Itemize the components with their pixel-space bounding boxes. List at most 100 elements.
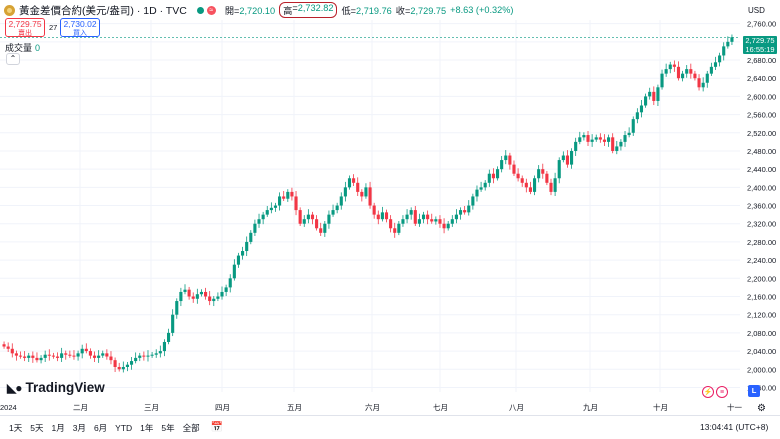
x-tick-label: 九月: [583, 403, 598, 412]
tradingview-logo[interactable]: ◣● TradingView: [7, 380, 105, 395]
candle-body: [55, 356, 60, 358]
symbol-legend: 黃金差價合約(美元/盎司) · 1D · TVC ≈ 開=2,720.10 高 =…: [4, 2, 517, 18]
candle-body: [537, 169, 541, 179]
x-tick-label: 三月: [144, 403, 159, 412]
sell-label: 賣出: [18, 30, 32, 37]
range-1m-button[interactable]: 1月: [51, 422, 65, 433]
candle-body: [693, 73, 697, 79]
y-tick-label: 2,320.00: [747, 220, 776, 229]
candle-body: [191, 296, 195, 299]
last-price-tag: 2,729.75 16:55:19: [743, 36, 777, 54]
candle-body: [162, 341, 166, 352]
candle-body: [212, 298, 216, 302]
volume-value: 0: [35, 43, 41, 53]
y-tick-label: 2,360.00: [747, 202, 776, 211]
range-3m-button[interactable]: 3月: [72, 422, 86, 433]
candle-body: [590, 139, 594, 142]
candle-body: [475, 189, 479, 197]
range-all-button[interactable]: 全部: [182, 422, 200, 433]
lightning-icon[interactable]: ⚡: [702, 386, 714, 398]
gear-icon[interactable]: ⚙: [757, 403, 766, 414]
candle-body: [635, 112, 639, 120]
candle-body: [368, 187, 372, 206]
candle-body: [6, 346, 10, 349]
range-ytd-button[interactable]: YTD: [115, 422, 133, 433]
candle-body: [430, 219, 434, 222]
tradingview-logo-text: TradingView: [25, 380, 105, 395]
candle-body: [417, 219, 421, 224]
y-tick-label: 2,760.00: [747, 20, 776, 29]
candle-body: [76, 353, 80, 357]
candle-body: [187, 289, 191, 297]
candle-body: [232, 264, 236, 279]
candle-body: [718, 55, 722, 63]
buy-button[interactable]: 2,730.02 買入: [60, 18, 100, 37]
candle-body: [520, 178, 524, 183]
candle-body: [578, 137, 582, 142]
candle-body: [594, 137, 598, 140]
candle-body: [722, 46, 726, 56]
ohlc-low: 低=2,719.76: [341, 6, 392, 16]
x-tick-label: 十月: [653, 402, 668, 412]
candle-body: [249, 232, 253, 242]
candle-body: [360, 191, 364, 197]
candle-body: [179, 291, 183, 302]
time-scale: 2024 二月 三月 四月 五月 六月 七月 八月 九月 十月 十一: [0, 402, 742, 412]
candle-body: [150, 354, 154, 356]
currency-label[interactable]: USD: [748, 6, 765, 15]
volume-legend[interactable]: 成交量 0: [5, 41, 40, 54]
candle-body: [97, 355, 101, 358]
log-scale-button[interactable]: L: [748, 385, 760, 397]
symbol-title[interactable]: 黃金差價合約(美元/盎司) · 1D · TVC: [19, 4, 187, 17]
candle-body: [23, 356, 27, 358]
candle-body: [142, 355, 146, 357]
candle-body: [109, 356, 113, 361]
buy-price: 2,730.02: [63, 19, 97, 29]
candle-body: [278, 196, 282, 206]
x-tick-label: 十一: [727, 402, 742, 412]
candle-body: [450, 219, 454, 224]
last-price-value: 2,729.75: [745, 36, 775, 45]
candle-body: [80, 348, 84, 354]
candle-body: [570, 150, 574, 165]
candle-body: [134, 357, 138, 362]
range-6m-button[interactable]: 6月: [93, 422, 108, 433]
candle-body: [51, 355, 55, 357]
y-tick-label: 2,440.00: [747, 165, 776, 174]
ohlc-high: 高 = 2,732.82: [279, 2, 338, 18]
candle-body: [639, 105, 644, 113]
candle-body: [372, 205, 376, 215]
candle-body: [532, 178, 537, 192]
candle-body: [413, 210, 417, 224]
y-tick-label: 2,120.00: [747, 311, 776, 320]
candle-body: [504, 155, 508, 161]
price-scale: 2,760.002,720.002,680.002,640.002,600.00…: [747, 20, 776, 393]
candle-body: [500, 160, 504, 170]
y-tick-label: 2,400.00: [747, 183, 776, 192]
candle-body: [446, 223, 450, 229]
range-1y-button[interactable]: 1年: [140, 422, 154, 433]
candle-body: [421, 214, 426, 220]
candle-body: [253, 223, 257, 233]
timezone-clock[interactable]: 13:04:41 (UTC+8): [700, 422, 769, 432]
candle-body: [286, 191, 290, 199]
candle-body: [43, 354, 47, 358]
calendar-icon[interactable]: 📅: [210, 422, 224, 433]
candle-body: [689, 69, 693, 74]
range-5d-button[interactable]: 5天: [30, 422, 44, 433]
range-5y-button[interactable]: 5年: [161, 422, 175, 433]
price-chart[interactable]: 2,760.002,720.002,680.002,640.002,600.00…: [0, 0, 780, 415]
data-status-icon[interactable]: ≈: [206, 5, 216, 15]
candle-body: [615, 146, 619, 151]
candle-body: [269, 207, 273, 211]
y-tick-label: 2,240.00: [747, 256, 776, 265]
candle-body: [352, 178, 356, 183]
range-1d-button[interactable]: 1天: [9, 422, 23, 433]
candle-body: [705, 73, 709, 83]
x-tick-label: 八月: [509, 403, 524, 412]
sell-button[interactable]: 2,729.75 賣出: [5, 18, 45, 37]
collapse-legend-button[interactable]: ⌃: [6, 53, 20, 65]
candle-body: [195, 294, 199, 299]
news-icon[interactable]: ≡: [716, 386, 728, 398]
candle-body: [463, 210, 467, 213]
